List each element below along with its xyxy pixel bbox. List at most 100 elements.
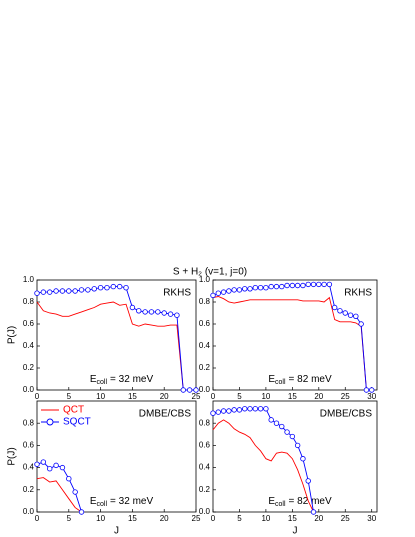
legend-label: QCT (63, 405, 84, 416)
data-point (289, 282, 296, 289)
data-point (358, 321, 364, 327)
data-point (342, 310, 348, 316)
data-point (174, 312, 180, 318)
data-point (363, 387, 370, 393)
x-tick-label: 30 (367, 514, 376, 523)
y-tick-label: 0.0 (23, 507, 35, 516)
data-point (129, 304, 136, 311)
y-tick-label: 0.2 (199, 485, 211, 494)
data-point (40, 459, 47, 465)
data-point (53, 288, 59, 294)
data-point (252, 406, 259, 412)
data-point (353, 313, 359, 319)
data-point (273, 420, 280, 426)
data-point (242, 286, 248, 292)
data-point (47, 289, 53, 295)
data-point (236, 287, 243, 293)
y-tick-label: 0.6 (199, 441, 211, 450)
x-tick-label: 20 (160, 392, 169, 401)
data-point (167, 311, 174, 317)
data-point (257, 406, 264, 412)
data-point (284, 429, 290, 435)
data-point (284, 282, 290, 289)
data-point (66, 288, 72, 294)
data-point (104, 285, 110, 291)
panel-label: RKHS (344, 288, 372, 299)
data-point (155, 309, 161, 315)
series-line (36, 461, 82, 513)
x-tick-label: 0 (35, 392, 40, 401)
y-tick-label: 0.2 (23, 485, 35, 494)
series-line (212, 419, 314, 513)
data-point (263, 285, 269, 291)
energy-label: Ecoll = 82 meV (268, 496, 332, 508)
data-point (85, 287, 91, 293)
y-tick-label: 0.0 (199, 507, 211, 516)
x-tick-label: 25 (192, 392, 201, 401)
y-tick-label: 0.2 (23, 363, 35, 372)
data-point (91, 286, 97, 292)
data-point (347, 312, 354, 318)
x-tick-label: 15 (288, 514, 297, 523)
legend-marker (46, 418, 54, 426)
x-tick-label: 5 (67, 392, 72, 401)
data-point (310, 509, 317, 515)
data-point (294, 282, 301, 289)
data-point (305, 478, 311, 484)
data-point (72, 288, 78, 294)
y-tick-label: 0.2 (199, 363, 211, 372)
x-tick-label: 5 (237, 392, 242, 401)
panel-label: DMBE/CBS (320, 409, 373, 420)
x-tick-label: 25 (341, 392, 350, 401)
x-tick-label: 20 (160, 514, 169, 523)
y-tick-label: 0.4 (23, 341, 35, 350)
energy-text: = 82 meV (289, 496, 332, 507)
panel-label: RKHS (163, 288, 191, 299)
data-point (273, 283, 280, 290)
energy-subscript: coll (275, 379, 286, 386)
data-point (148, 309, 155, 315)
y-tick-label: 0.8 (23, 418, 35, 427)
data-point (193, 387, 199, 393)
y-tick-label: 0.8 (23, 297, 35, 306)
data-point (215, 409, 221, 415)
data-point (34, 461, 40, 467)
panel-label: DMBE/CBS (139, 409, 192, 420)
data-point (279, 283, 285, 290)
energy-subscript: coll (97, 379, 108, 386)
data-point (305, 281, 311, 288)
data-point (220, 289, 227, 295)
x-tick-label: 10 (261, 514, 270, 523)
y-tick-label: 0.4 (199, 341, 211, 350)
y-tick-label: 0.0 (23, 385, 35, 394)
y-tick-label: 0.4 (23, 463, 35, 472)
data-point (247, 286, 253, 292)
y-axis-label: P(J) (7, 326, 18, 344)
data-point (59, 288, 66, 294)
energy-symbol: E (268, 496, 275, 507)
data-point (242, 406, 248, 412)
energy-label: Ecoll = 32 meV (90, 374, 154, 386)
data-point (310, 281, 317, 288)
x-tick-label: 5 (67, 514, 72, 523)
x-tick-label: 0 (211, 392, 216, 401)
data-point (59, 464, 66, 471)
x-tick-label: 30 (367, 392, 376, 401)
data-point (53, 462, 59, 469)
data-point (220, 408, 227, 414)
data-point (123, 285, 129, 291)
y-tick-label: 1.0 (23, 275, 35, 284)
plot-frame (36, 279, 197, 391)
x-tick-label: 25 (341, 514, 350, 523)
data-point (142, 309, 148, 315)
energy-subscript: coll (275, 501, 286, 508)
data-point (210, 292, 216, 299)
y-tick-label: 0.8 (199, 418, 211, 427)
data-point (236, 407, 243, 413)
energy-label: Ecoll = 82 meV (268, 374, 332, 386)
energy-symbol: E (268, 374, 275, 385)
data-point (247, 406, 253, 412)
data-point (226, 408, 232, 414)
x-tick-label: 10 (96, 514, 105, 523)
